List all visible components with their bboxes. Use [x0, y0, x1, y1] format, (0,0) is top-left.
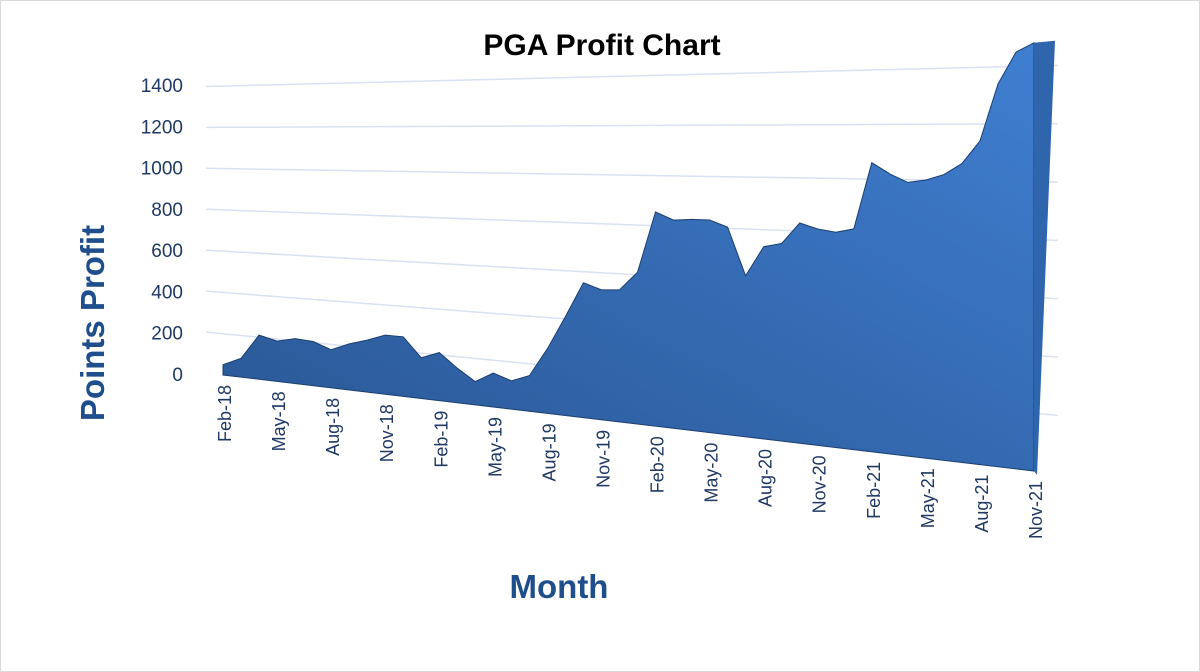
- y-tick-label: 1400: [141, 76, 183, 97]
- x-tick-label: Nov-21: [1026, 481, 1046, 539]
- x-tick-label: Nov-19: [594, 430, 614, 488]
- x-tick-label: Feb-21: [864, 462, 884, 519]
- plot-area: [222, 40, 1055, 476]
- grid-lines: [205, 64, 1059, 417]
- x-tick-label: Feb-19: [431, 411, 451, 468]
- x-tick-label: Feb-18: [215, 385, 235, 442]
- y-tick-label: 200: [151, 324, 183, 345]
- x-tick-label: Aug-21: [972, 475, 992, 533]
- x-axis-title: Month: [510, 568, 609, 605]
- chart-title: PGA Profit Chart: [483, 29, 720, 62]
- y-tick-label: 800: [151, 200, 183, 221]
- x-axis-ticks: Feb-18 May-18 Aug-18 Nov-18 Feb-19 May-19 Aug-…: [215, 385, 1046, 539]
- y-tick-label: 0: [172, 365, 183, 386]
- y-axis-title: Points Profit: [74, 225, 111, 421]
- x-tick-label: Aug-20: [756, 449, 776, 507]
- y-axis-ticks: 0 200 400 600 800 1000 1200 1400: [141, 76, 183, 386]
- x-tick-label: May-19: [485, 417, 505, 477]
- gridline-1400: [205, 64, 1059, 88]
- area-depth-face: [1034, 40, 1055, 476]
- profit-area: [222, 41, 1035, 472]
- gridline-1200: [205, 122, 1059, 129]
- x-tick-label: May-20: [702, 443, 722, 503]
- x-tick-label: Feb-20: [648, 436, 668, 493]
- gridline-1000: [205, 167, 1059, 183]
- y-tick-label: 1000: [141, 159, 183, 180]
- x-tick-label: Nov-20: [810, 455, 830, 513]
- x-tick-label: May-18: [269, 391, 289, 451]
- y-tick-label: 1200: [141, 117, 183, 138]
- y-tick-label: 600: [151, 241, 183, 262]
- y-tick-label: 400: [151, 282, 183, 303]
- x-tick-label: May-21: [918, 468, 938, 528]
- x-tick-label: Aug-19: [539, 423, 559, 481]
- x-tick-label: Aug-18: [323, 398, 343, 456]
- x-tick-label: Nov-18: [377, 404, 397, 462]
